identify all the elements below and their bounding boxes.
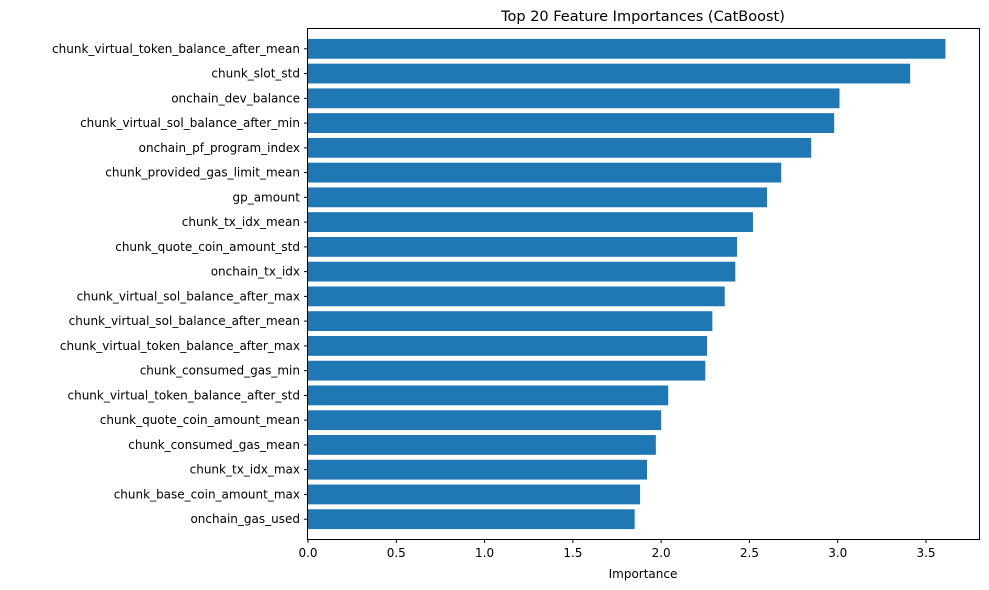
bar-onchain_dev_balance — [308, 88, 840, 109]
x-tick-label: 0.0 — [298, 546, 317, 560]
y-tick-label: onchain_pf_program_index — [139, 141, 300, 155]
x-tick-label: 3.5 — [916, 546, 935, 560]
x-tick-label: 0.5 — [387, 546, 406, 560]
bar-chunk_consumed_gas_mean — [308, 435, 656, 455]
x-tick-label: 1.5 — [563, 546, 582, 560]
chart-title: Top 20 Feature Importances (CatBoost) — [500, 9, 785, 25]
y-tick-label: chunk_tx_idx_max — [190, 463, 300, 477]
bar-chunk_virtual_sol_balance_after_min — [308, 113, 835, 133]
bar-chunk_virtual_token_balance_after_max — [308, 335, 708, 356]
y-tick-label: onchain_dev_balance — [171, 91, 300, 105]
plot-frame — [307, 28, 980, 540]
bar-onchain_tx_idx — [308, 261, 736, 282]
y-tick-label: chunk_virtual_token_balance_after_std — [68, 388, 301, 402]
x-tick-label: 1.0 — [475, 546, 494, 560]
y-tick-label: onchain_tx_idx — [211, 265, 300, 279]
bar-chunk_virtual_sol_balance_after_mean — [308, 311, 713, 332]
bars-group — [308, 38, 946, 530]
bar-onchain_pf_program_index — [308, 137, 812, 158]
bar-chunk_base_coin_amount_max — [308, 484, 640, 505]
bar-chunk_quote_coin_amount_mean — [308, 410, 662, 431]
y-tick-label: chunk_virtual_sol_balance_after_min — [80, 116, 300, 130]
bar-gp_amount — [308, 187, 768, 208]
x-tick-label: 2.0 — [652, 546, 671, 560]
x-tick-label: 2.5 — [740, 546, 759, 560]
y-tick-label: chunk_quote_coin_amount_mean — [100, 413, 300, 427]
y-tick-label: gp_amount — [232, 190, 300, 204]
x-axis-label: Importance — [609, 567, 678, 581]
bar-chunk_tx_idx_mean — [308, 212, 753, 233]
y-tick-label: chunk_provided_gas_limit_mean — [105, 166, 300, 180]
x-tick-label: 3.0 — [828, 546, 847, 560]
bar-chunk_slot_std — [308, 63, 911, 84]
bar-chunk_tx_idx_max — [308, 459, 648, 480]
y-tick-label: chunk_quote_coin_amount_std — [115, 240, 300, 254]
y-tick-label: chunk_consumed_gas_min — [140, 364, 300, 378]
y-tick-label: chunk_virtual_token_balance_after_max — [60, 339, 300, 353]
bar-chunk_virtual_token_balance_after_mean — [308, 38, 946, 59]
y-tick-label: chunk_base_coin_amount_max — [114, 487, 300, 501]
y-tick-label: onchain_gas_used — [190, 512, 300, 526]
y-tick-label: chunk_tx_idx_mean — [182, 215, 300, 229]
bar-onchain_gas_used — [308, 509, 635, 530]
x-axis-ticks: 0.0 0.5 1.0 1.5 2.0 2.5 3.0 3.5 — [298, 539, 936, 560]
bar-chunk_virtual_sol_balance_after_max — [308, 286, 725, 307]
bar-chunk_provided_gas_limit_mean — [308, 162, 782, 183]
y-tick-label: chunk_virtual_token_balance_after_mean — [52, 42, 300, 56]
bar-chunk_consumed_gas_min — [308, 360, 706, 381]
y-tick-label: chunk_consumed_gas_mean — [128, 438, 300, 452]
y-tick-label: chunk_virtual_sol_balance_after_mean — [69, 314, 300, 328]
y-tick-label: chunk_virtual_sol_balance_after_max — [77, 289, 300, 303]
y-tick-label: chunk_slot_std — [211, 67, 300, 81]
bar-chunk_quote_coin_amount_std — [308, 236, 738, 257]
bar-chunk_virtual_token_balance_after_std — [308, 385, 669, 406]
y-axis-ticks: chunk_virtual_token_balance_after_meanch… — [52, 42, 308, 526]
